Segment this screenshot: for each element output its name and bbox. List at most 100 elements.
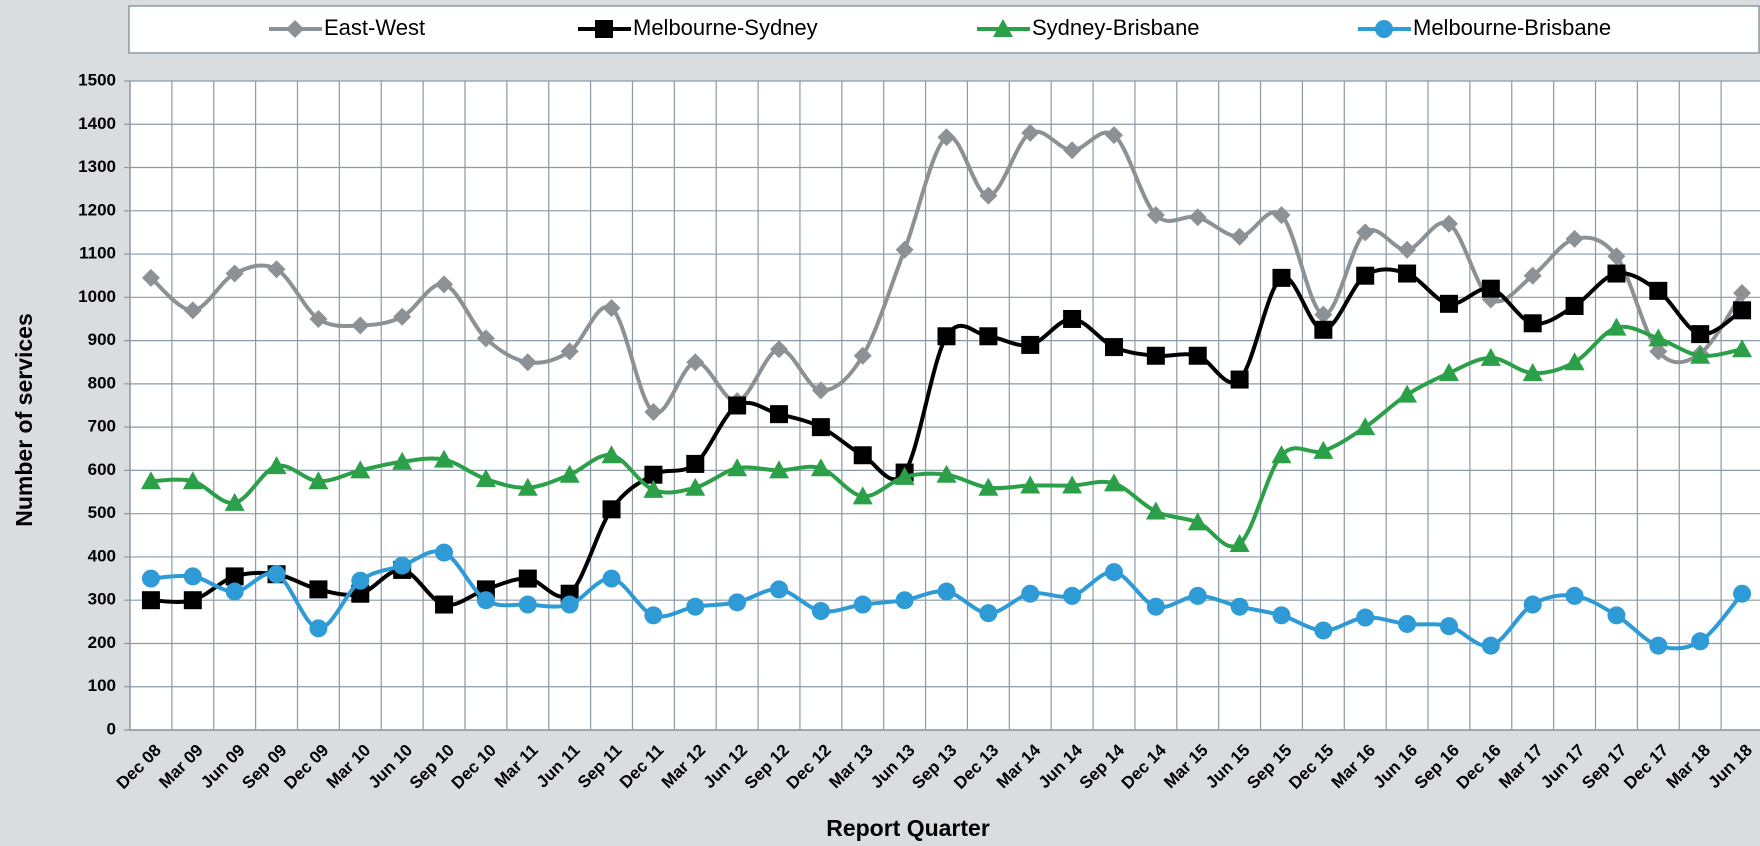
data-point <box>351 316 370 335</box>
x-tick-label: Mar 12 <box>658 741 710 793</box>
data-point <box>351 584 370 603</box>
data-point <box>644 465 663 484</box>
data-point <box>601 445 622 464</box>
data-point <box>140 471 161 490</box>
y-tick-label: 300 <box>88 590 116 609</box>
data-point <box>476 329 495 348</box>
data-point <box>1021 123 1040 142</box>
data-point <box>518 569 537 588</box>
data-point <box>1104 563 1123 582</box>
data-point <box>979 604 998 623</box>
data-point <box>225 582 244 601</box>
data-point <box>1063 309 1082 328</box>
data-point <box>853 595 872 614</box>
data-point <box>686 597 705 616</box>
y-tick-label: 100 <box>88 676 116 695</box>
y-tick-label: 1500 <box>78 70 116 89</box>
data-point <box>1649 342 1668 361</box>
data-point <box>1438 363 1459 382</box>
x-tick-label: Jun 14 <box>1035 740 1087 792</box>
data-point <box>1398 264 1417 283</box>
data-point <box>560 342 579 361</box>
data-point <box>685 477 706 496</box>
y-tick-label: 200 <box>88 633 116 652</box>
data-point <box>979 327 998 346</box>
y-tick-label: 1100 <box>79 244 116 263</box>
x-tick-label: Dec 17 <box>1620 741 1672 793</box>
legend-marker <box>595 20 613 38</box>
legend-marker <box>993 19 1013 37</box>
data-point <box>1481 636 1500 655</box>
data-point <box>937 327 956 346</box>
data-point <box>852 486 873 505</box>
x-tick-label: Sep 10 <box>406 741 458 793</box>
x-tick-label: Dec 08 <box>113 741 165 793</box>
data-point <box>1188 586 1207 605</box>
data-point <box>518 595 537 614</box>
data-point <box>141 591 160 610</box>
x-tick-label: Jun 11 <box>533 741 584 792</box>
x-tick-label: Jun 10 <box>365 741 417 793</box>
x-tick-label: Mar 15 <box>1160 741 1212 793</box>
data-point <box>728 593 747 612</box>
y-tick-label: 500 <box>88 503 116 522</box>
data-point <box>309 580 328 599</box>
data-point <box>309 309 328 328</box>
x-tick-label: Mar 17 <box>1495 741 1547 793</box>
data-point <box>1272 606 1291 625</box>
data-point <box>517 477 538 496</box>
data-point <box>1230 227 1249 246</box>
data-point <box>1313 440 1334 459</box>
data-point <box>434 449 455 468</box>
y-tick-label: 1200 <box>78 200 116 219</box>
data-point <box>559 464 580 483</box>
legend-box <box>128 5 1760 54</box>
x-tick-label: Dec 09 <box>280 741 332 793</box>
legend-label: Sydney-Brisbane <box>1032 15 1200 40</box>
x-tick-label: Sep 14 <box>1076 740 1129 793</box>
data-point <box>811 381 830 400</box>
x-tick-label: Dec 13 <box>950 741 1002 793</box>
data-point <box>393 307 412 326</box>
data-point <box>1356 266 1375 285</box>
data-point <box>1565 296 1584 315</box>
data-point <box>1733 584 1752 603</box>
data-point <box>1146 346 1165 365</box>
data-point <box>141 569 160 588</box>
data-point <box>1480 347 1501 366</box>
x-tick-label: Jun 16 <box>1370 741 1422 793</box>
data-point <box>686 454 705 473</box>
data-point <box>1103 473 1124 492</box>
data-point <box>1481 279 1500 298</box>
data-point <box>1229 533 1250 552</box>
data-point <box>770 405 789 424</box>
data-point <box>1356 223 1375 242</box>
data-point <box>1733 284 1752 303</box>
x-tick-label: Dec 11 <box>616 741 668 793</box>
data-point <box>1565 586 1584 605</box>
data-point <box>1230 370 1249 389</box>
data-point <box>895 240 914 259</box>
data-point <box>1691 632 1710 651</box>
data-point <box>1146 597 1165 616</box>
data-point <box>308 471 329 490</box>
data-point <box>936 464 957 483</box>
legend-label: East-West <box>324 15 425 40</box>
data-point <box>182 471 203 490</box>
data-point <box>1523 595 1542 614</box>
x-tick-label: Dec 10 <box>448 741 500 793</box>
data-point <box>1523 266 1542 285</box>
data-point <box>183 591 202 610</box>
x-tick-label: Jun 13 <box>867 741 919 793</box>
data-point <box>183 301 202 320</box>
data-point <box>602 500 621 519</box>
y-tick-label: 1300 <box>78 157 116 176</box>
data-point <box>1523 314 1542 333</box>
data-point <box>728 396 747 415</box>
data-point <box>1733 301 1752 320</box>
data-point <box>1187 512 1208 531</box>
data-point <box>1607 606 1626 625</box>
x-tick-label: Jun 18 <box>1705 741 1757 793</box>
data-point <box>1607 264 1626 283</box>
